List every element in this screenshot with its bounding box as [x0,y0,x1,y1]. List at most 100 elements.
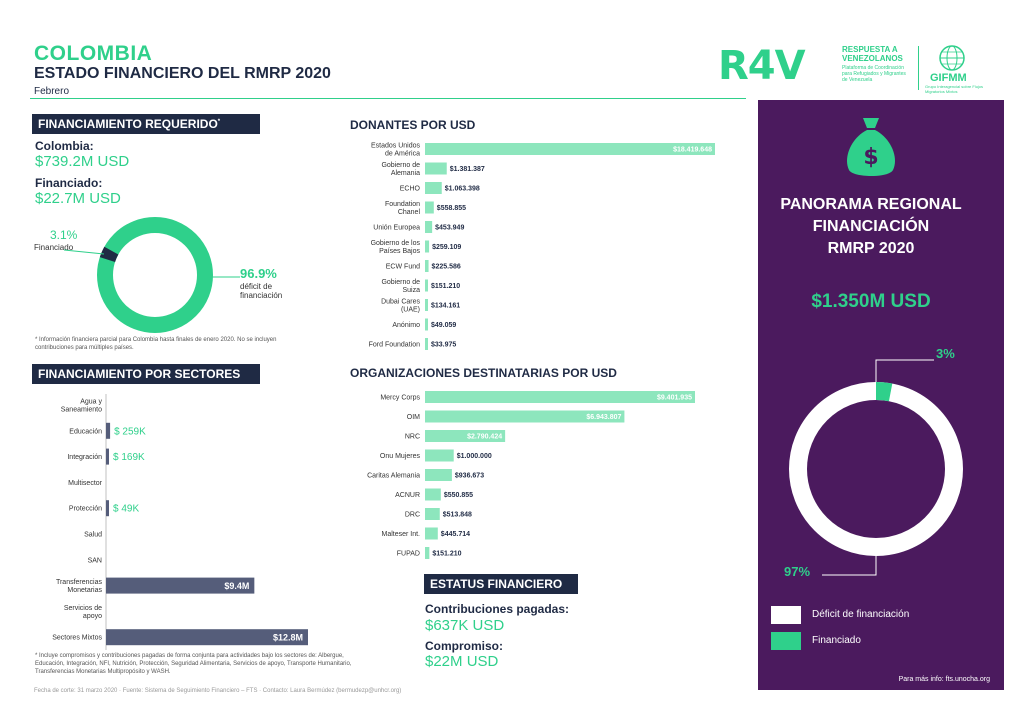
panorama-deficit-leader [822,549,877,576]
panorama-donut-chart [789,359,963,576]
sector-category-label: Sectores Mixtos [52,635,102,642]
sector-category-label: Servicios de apoyo [64,605,102,620]
bar-category-label: NRC [405,434,420,441]
panorama-title: PANORAMA REGIONAL FINANCIACIÓN RMRP 2020 [758,194,984,260]
bar-value-label: $18.419.648 [673,147,712,154]
bar [425,449,454,462]
requerido-footnote: * Información financiera parcial para Co… [35,337,277,351]
financiado-label: Financiado: [35,176,103,190]
bar [425,279,428,292]
bar [425,260,429,272]
sector-category-label: Protección [69,506,102,513]
donors-bar-chart: Estados Unidos de América $18.419.648 Gobie… [369,143,715,350]
bar [425,162,447,175]
bar-value-label: $513.848 [443,512,472,519]
globe-icon [939,45,965,71]
compromiso-value: $22M USD [425,653,499,670]
sector-bar [106,422,111,439]
panorama-amount: $1.350M USD [811,291,931,312]
panorama-pct-financiado: 3% [936,346,955,361]
bar-value-label: $33.975 [431,342,456,349]
section-financiamiento-requerido: FINANCIAMIENTO REQUERIDO* [32,114,260,134]
financiado-leader-line [64,249,105,255]
bar-category-label: Gobierno de los Países Bajos [371,240,421,255]
bar-value-label: $1.000.000 [457,453,492,460]
bar-category-label: ECHO [400,186,421,193]
bar [425,182,442,194]
sector-value-label: $9.4M [224,581,249,591]
pct-deficit: 96.9% [240,266,277,281]
sector-bar [106,500,109,517]
financiado-value: $22.7M USD [35,190,121,207]
bar-category-label: Estados Unidos de América [371,143,421,158]
panorama-title-line2: FINANCIACIÓN [812,218,930,235]
bar-value-label: $558.855 [437,205,466,212]
more-info-link[interactable]: Para más info: fts.unocha.org [898,676,990,683]
pct-deficit-label: déficit de financiación [240,282,283,300]
r4v-logo: R4V [718,43,806,89]
section-estatus-financiero: ESTATUS FINANCIERO [424,574,578,594]
bar-category-label: Gobierno de Suiza [381,279,420,294]
sector-bar [106,629,308,646]
sector-bar [106,577,255,594]
sector-value-label: $12.8M [273,633,303,643]
bar [425,221,433,233]
bar-value-label: $2.790.424 [467,434,502,441]
bar-value-label: $445.714 [441,531,470,538]
panorama-deficit-ring [789,382,963,556]
bar-category-label: ECW Fund [386,264,420,271]
bar [425,338,428,350]
section-title-sectores: FINANCIAMIENTO POR SECTORES [38,367,241,381]
bar-category-label: Malteser Int. [381,531,420,538]
sector-bar [106,448,109,465]
bar-value-label: $49.059 [431,322,456,329]
panorama-title-line3: RMRP 2020 [827,240,915,257]
bar-category-label: OIM [407,414,420,421]
legend-deficit-label: Déficit de financiación [812,609,910,620]
svg-text:$: $ [863,145,878,170]
money-bag-icon: $ [847,118,895,176]
bar-value-label: $1.063.398 [445,186,480,193]
donut-deficit-ring [97,217,213,333]
legend-deficit-swatch [771,606,801,624]
sector-value-label: $ 259K [114,426,146,437]
sectors-bar-chart: Agua y Saneamiento Educación $ 259K Integrac… [52,394,308,650]
section-title-estatus: ESTATUS FINANCIERO [430,577,563,591]
bar-category-label: Anónimo [392,322,420,329]
section-donantes: DONANTES POR USD [350,118,476,132]
header-divider [30,98,746,99]
bar-category-label: ACNUR [395,492,420,499]
bar-category-label: Dubai Cares (UAE) [381,299,420,314]
bar-value-label: $1.381.387 [450,166,485,173]
bar-category-label: DRC [405,512,420,519]
colombia-label: Colombia: [35,139,94,153]
bar-category-label: FUPAD [397,551,420,558]
bar-category-label: Gobierno de Alemania [381,162,420,177]
bar-value-label: $151.210 [431,283,460,290]
section-title-requerido: FINANCIAMIENTO REQUERIDO [38,117,218,131]
panorama-pct-deficit: 97% [784,564,811,579]
compromiso-label: Compromiso: [425,639,503,653]
sector-category-label: SAN [88,557,102,564]
bar [425,410,625,423]
bar [425,430,506,442]
bar-value-label: $134.161 [431,303,460,310]
bar [425,143,715,155]
deficit-leader-line [208,276,240,278]
panorama-title-line1: PANORAMA REGIONAL [780,196,962,213]
bar-category-label: Caritas Alemania [367,473,420,480]
r4v-logo-subtext: Plataforma de Coordinación para Refugiad… [842,65,906,83]
section-footnote-mark: * [217,119,221,125]
bar [425,201,434,214]
colombia-donut-chart [97,217,213,333]
sector-category-label: Educación [69,428,102,435]
footer-source: Fecha de corte: 31 marzo 2020 · Fuente: … [34,688,402,694]
gifmm-logo: GIFMM [930,72,967,84]
bar-category-label: Ford Foundation [369,342,420,349]
bar [425,391,695,403]
section-organizaciones: ORGANIZACIONES DESTINATARIAS POR USD [350,366,617,380]
sectores-footnote: * Incluye compromisos y contribuciones p… [35,653,352,675]
bar-value-label: $225.586 [432,264,461,271]
sector-category-label: Integración [67,454,102,461]
bar-category-label: Onu Mujeres [380,453,421,460]
